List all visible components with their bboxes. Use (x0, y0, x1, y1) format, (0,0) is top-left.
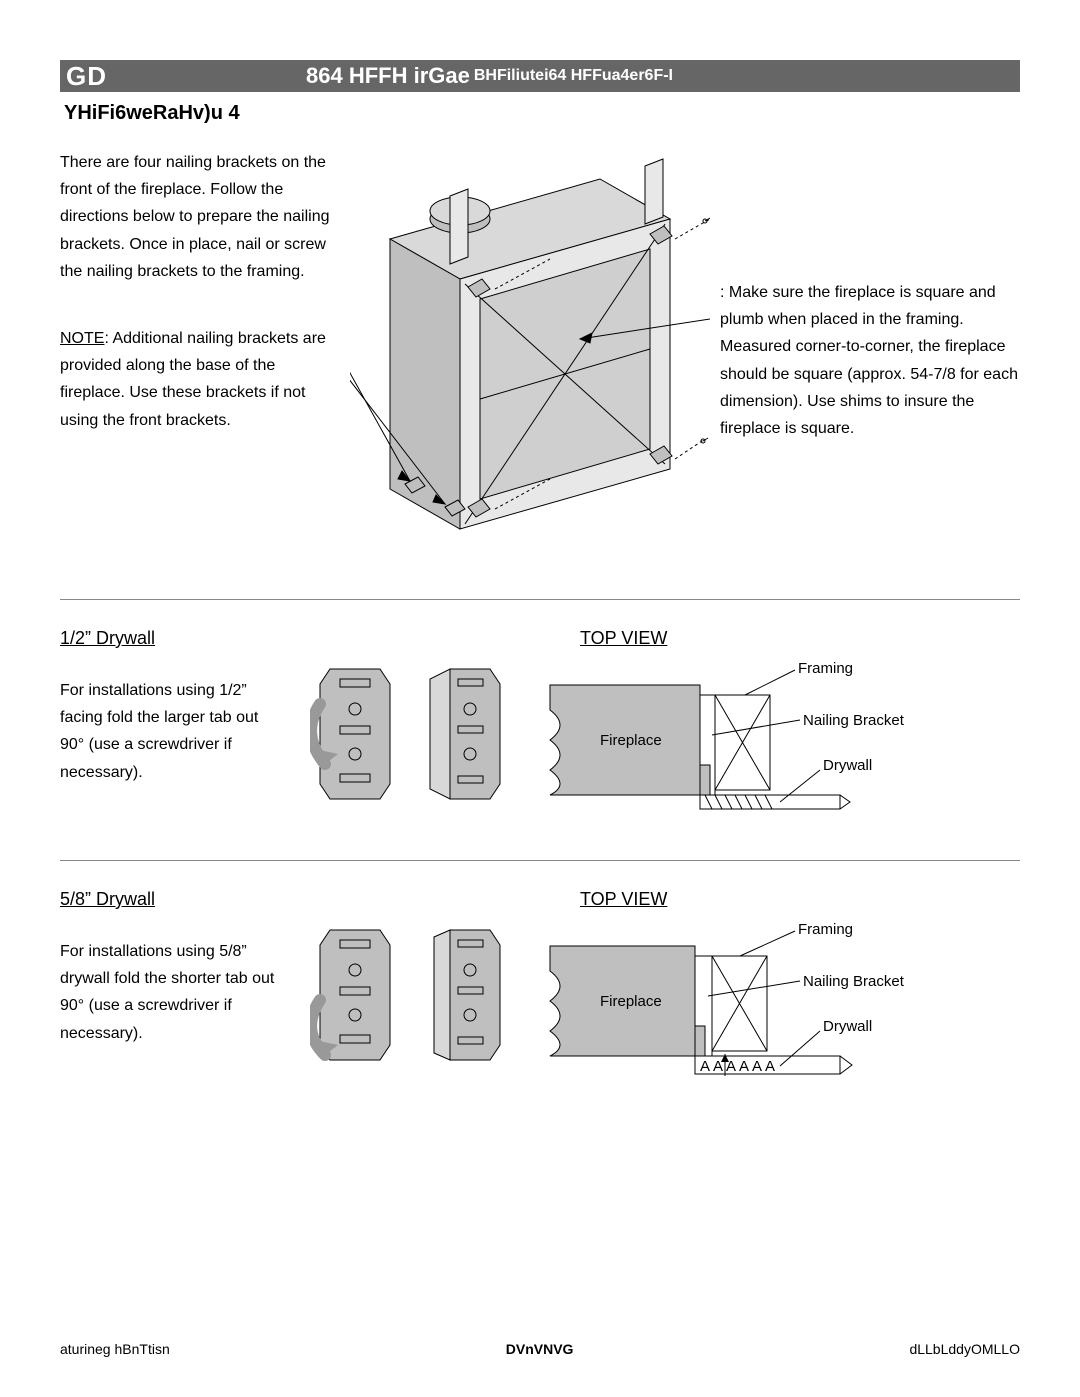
divider-2 (60, 860, 1020, 861)
dw1-left: 1/2” Drywall For installations using 1/2… (60, 628, 280, 840)
square-note: : Make sure the fireplace is square and … (720, 279, 1020, 442)
intro-paragraph: There are four nailing brackets on the f… (60, 149, 340, 285)
page-footer: aturineg hBnTtisn DVnVNVG dLLbLddyOMLLO (60, 1341, 1020, 1357)
dw2-text: For installations using 5/8” drywall fol… (60, 938, 280, 1047)
bracket-folded-2 (420, 915, 510, 1075)
footer-center: DVnVNVG (506, 1341, 574, 1357)
dw2-topview: TOP VIEW Fireplace AAAAAA Framing Nailin… (540, 889, 1020, 1101)
dw2-heading: 5/8” Drywall (60, 889, 280, 910)
dw1-text: For installations using 1/2” facing fold… (60, 677, 280, 786)
bracket-flat-2 (310, 915, 400, 1075)
dw1-heading: 1/2” Drywall (60, 628, 280, 649)
dw2-nailing-label: Nailing Bracket (803, 973, 905, 990)
top-section: There are four nailing brackets on the f… (60, 149, 1020, 569)
dw1-bracket-diagrams (300, 628, 520, 840)
dw1-topview-heading: TOP VIEW (580, 628, 1020, 649)
dw2-topview-heading: TOP VIEW (580, 889, 1020, 910)
dw2-hatch: AAAAAA (700, 1058, 778, 1075)
header-bar: GD 864 HFFH irGae BHFiliutei64 HFFua4er6… (60, 60, 1020, 92)
page-title: YHiFi6weRaHv)u 4 (64, 102, 1020, 125)
header-left: GD (66, 61, 126, 92)
header-mid: 864 HFFH irGae (306, 63, 470, 89)
dw1-nailing-label: Nailing Bracket (803, 712, 905, 729)
footer-left: aturineg hBnTtisn (60, 1341, 170, 1357)
bracket-flat-1 (310, 654, 400, 814)
isometric-fireplace-diagram (350, 149, 710, 569)
dw2-left: 5/8” Drywall For installations using 5/8… (60, 889, 280, 1101)
footer-right: dLLbLddyOMLLO (909, 1341, 1020, 1357)
bracket-folded-1 (420, 654, 510, 814)
header-right: BHFiliutei64 HFFua4er6F-I (474, 67, 673, 85)
note-paragraph: NOTE: Additional nailing brackets are pr… (60, 325, 340, 434)
top-left-column: There are four nailing brackets on the f… (60, 149, 340, 569)
note-label: NOTE (60, 330, 104, 347)
dw1-drywall-label: Drywall (823, 757, 872, 774)
half-inch-drywall-section: 1/2” Drywall For installations using 1/2… (60, 628, 1020, 840)
dw1-topview: TOP VIEW Fireplace (540, 628, 1020, 840)
dw2-framing-label: Framing (798, 921, 853, 938)
dw1-fireplace-label: Fireplace (600, 732, 662, 749)
dw2-drywall-label: Drywall (823, 1018, 872, 1035)
dw1-framing-label: Framing (798, 660, 853, 677)
dw2-bracket-diagrams (300, 889, 520, 1101)
five-eighth-drywall-section: 5/8” Drywall For installations using 5/8… (60, 889, 1020, 1101)
dw2-fireplace-label: Fireplace (600, 993, 662, 1010)
top-right-column: : Make sure the fireplace is square and … (720, 149, 1020, 569)
divider-1 (60, 599, 1020, 600)
